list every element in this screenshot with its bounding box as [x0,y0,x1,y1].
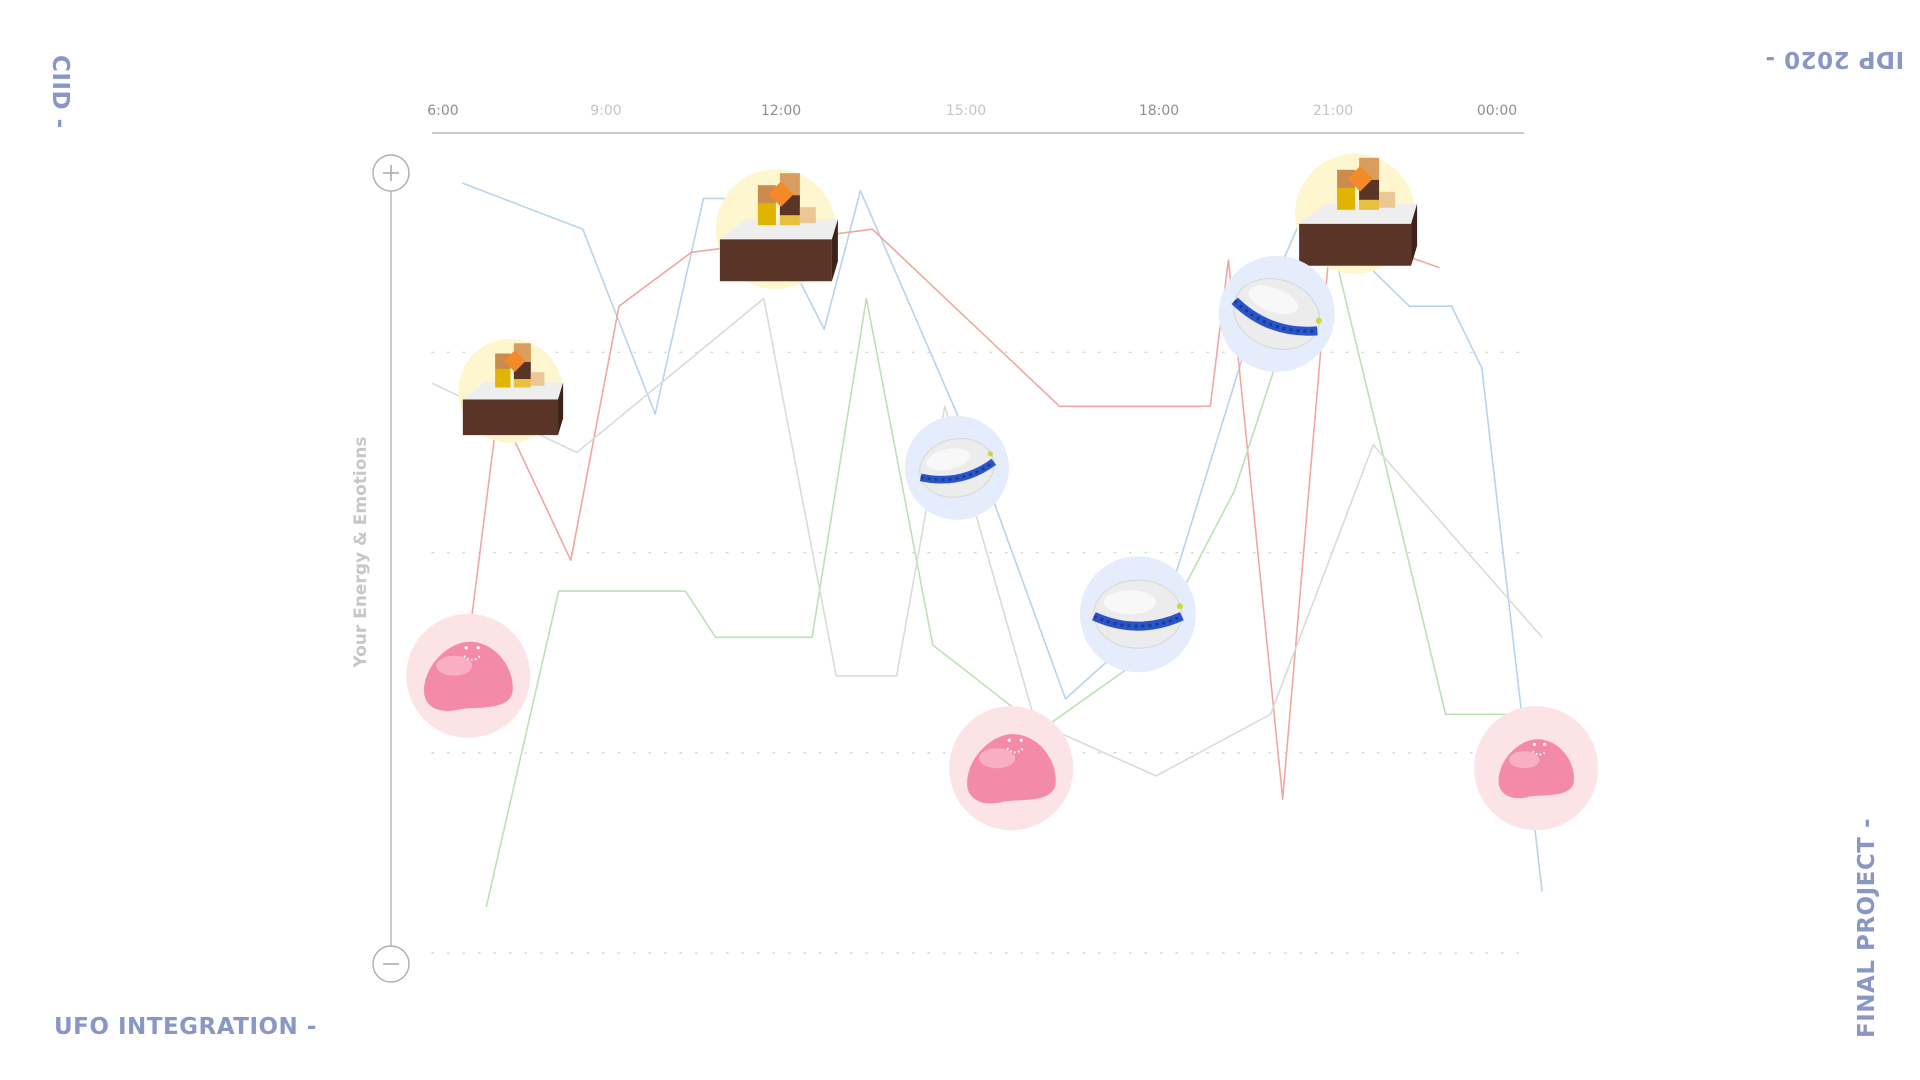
marker-cube-tray [458,339,563,443]
x-tick-label: 00:00 [1477,103,1517,119]
product-markers [406,154,1598,830]
marker-cushion [1219,256,1335,372]
x-tick-label: 9:00 [590,103,621,119]
zoom-in-button[interactable] [373,155,409,191]
x-tick-label: 6:00 [427,103,458,119]
y-axis-title: Your Energy & Emotions [351,436,371,668]
x-tick-label: 21:00 [1313,103,1353,119]
marker-cube-tray [716,169,838,289]
marker-blob [406,614,530,738]
x-tick-label: 18:00 [1139,103,1179,119]
x-tick-label: 15:00 [946,103,986,119]
x-tick-labels: 6:00 9:00 12:00 15:00 18:00 21:00 00:00 [427,103,1517,119]
marker-blob [949,706,1073,830]
series-line [432,299,1542,776]
zoom-out-button[interactable] [373,946,409,982]
marker-cushion [1080,556,1196,672]
marker-cushion [905,416,1009,520]
marker-blob [1474,706,1598,830]
marker-cube-tray [1295,154,1417,274]
x-tick-label: 12:00 [761,103,801,119]
